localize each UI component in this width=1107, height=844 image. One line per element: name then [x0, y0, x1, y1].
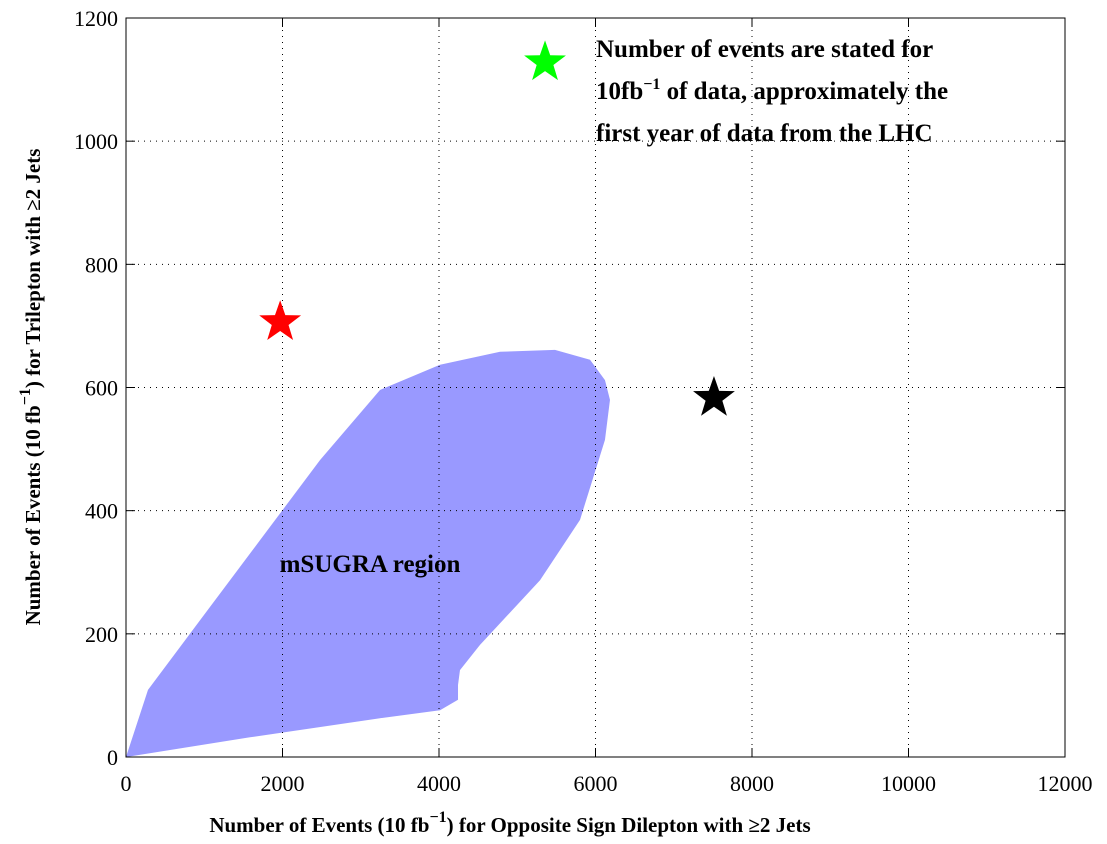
y-tick-label: 200 — [85, 622, 118, 647]
star-point — [259, 300, 302, 341]
msugra-region — [126, 349, 610, 757]
annotation-line-part: 10fb — [596, 78, 643, 105]
y-axis-label-part: ) for Trilepton with ≥2 Jets — [21, 149, 45, 389]
y-tick-label: 1200 — [74, 6, 118, 31]
y-tick-label: 800 — [85, 252, 118, 277]
x-tick-label: 4000 — [417, 771, 461, 796]
star-point — [693, 375, 735, 416]
x-tick-label: 6000 — [574, 771, 618, 796]
x-axis-label: Number of Events (10 fb−1) for Opposite … — [209, 809, 810, 837]
y-tick-label: 1000 — [74, 129, 118, 154]
x-tick-label: 2000 — [261, 771, 305, 796]
x-tick-label: 12000 — [1038, 771, 1093, 796]
y-tick-label: 400 — [85, 499, 118, 524]
x-axis-label-part: ) for Opposite Sign Dilepton with ≥2 Jet… — [447, 813, 811, 837]
x-axis-label-part: −1 — [429, 809, 446, 826]
star-point — [524, 40, 566, 81]
annotation-line-part: first year of data from the LHC — [596, 120, 933, 147]
plot-frame — [125, 17, 1066, 758]
annotation-line-part: Number of events are stated for — [596, 36, 933, 63]
x-axis-label-part: Number of Events (10 fb — [209, 813, 429, 837]
y-tick-label: 600 — [85, 376, 118, 401]
y-axis-label-part: −1 — [17, 388, 34, 405]
y-tick-label: 0 — [107, 745, 118, 770]
region-label: mSUGRA region — [280, 551, 461, 578]
y-axis-label: Number of Events (10 fb−1) for Trilepton… — [17, 149, 45, 626]
annotation-line-part: −1 — [643, 76, 660, 93]
annotation-line: Number of events are stated for — [596, 36, 933, 63]
y-axis-label-part: Number of Events (10 fb — [21, 405, 45, 625]
annotation-line-part: of data, approximately the — [660, 78, 948, 105]
x-tick-label: 8000 — [730, 771, 774, 796]
annotation-line: first year of data from the LHC — [596, 120, 933, 147]
annotation-line: 10fb−1 of data, approximately the — [596, 76, 948, 105]
x-tick-label: 0 — [121, 771, 132, 796]
x-tick-label: 10000 — [881, 771, 936, 796]
